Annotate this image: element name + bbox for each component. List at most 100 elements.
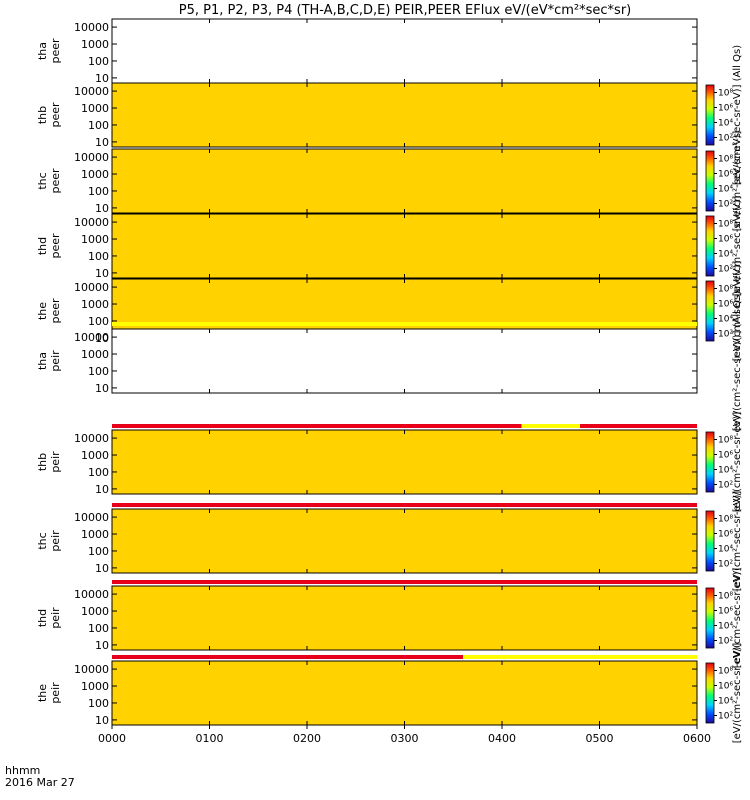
panel-label-instrument: peir <box>49 451 62 473</box>
panel-flux-fill <box>112 430 697 494</box>
panel-empty-fill <box>112 329 697 393</box>
y-tick-label: 1000 <box>81 168 109 181</box>
colorbar-label: [eV/(cm²-sec-sr-eV)] <box>732 261 743 362</box>
colorbar-label: [eV/(cm²-sec-sr-eV)] <box>732 131 743 232</box>
colorbar-label: [eV/(cm²-sec-sr-eV)] <box>732 412 743 513</box>
y-tick-label: 1000 <box>81 680 109 693</box>
panel-label-instrument: peer <box>49 298 62 324</box>
y-tick-label: 10000 <box>74 663 109 676</box>
panel-flux-fill <box>112 214 697 278</box>
time-axis: 0000 0100 0200 0300 0400 0500 0600 <box>98 725 711 745</box>
panel-label-probe: thc <box>36 172 49 189</box>
y-tick-label: 10000 <box>74 85 109 98</box>
colorbar-tick-label: 10² <box>718 481 733 491</box>
figure-title: P5, P1, P2, P3, P4 (TH-A,B,C,D,E) PEIR,P… <box>179 3 632 18</box>
colorbar-tick-label: 10⁸ <box>718 667 733 677</box>
colorbar-tick-label: 10⁴ <box>718 466 733 476</box>
y-tick-label: 10000 <box>74 331 109 344</box>
colorbar-tick-label: 10⁸ <box>718 155 733 165</box>
x-tick-label: 0500 <box>586 732 614 745</box>
y-tick-label: 10 <box>95 382 109 395</box>
quality-flag-bar <box>112 655 463 659</box>
panel-label-instrument: peer <box>49 38 62 64</box>
y-tick-label: 100 <box>88 697 109 710</box>
panel-label-instrument: peir <box>49 350 62 372</box>
colorbar-label: [eV/(cm²-sec-sr-eV)] <box>732 568 743 669</box>
x-tick-label: 0600 <box>683 732 711 745</box>
y-tick-label: 100 <box>88 250 109 263</box>
panel-flux-fill <box>112 586 697 650</box>
y-tick-label: 10 <box>95 136 109 149</box>
colorbar-tick-label: 10⁸ <box>718 436 733 446</box>
colorbar <box>705 150 715 212</box>
y-tick-label: 10 <box>95 483 109 496</box>
y-tick-label: 100 <box>88 185 109 198</box>
y-tick-label: 10 <box>95 72 109 85</box>
colorbar-label: [eV/(cm²-sec-sr-eV)] <box>732 643 743 744</box>
colorbar-label: [eV/(cm²-sec-sr-eV)] <box>732 196 743 297</box>
y-tick-label: 10 <box>95 202 109 215</box>
colorbar-label: [eV/(cm²-sec-sr-eV)] (All Qs) <box>732 45 743 185</box>
y-tick-label: 1000 <box>81 605 109 618</box>
colorbar-tick-label: 10² <box>718 560 733 570</box>
colorbar-tick-label: 10⁸ <box>718 220 733 230</box>
colorbar-tick-label: 10⁶ <box>718 682 733 692</box>
y-tick-label: 100 <box>88 545 109 558</box>
time-format-label: hhmm <box>5 764 40 777</box>
panel-label-instrument: peir <box>49 682 62 704</box>
panel-flux-fill <box>112 509 697 573</box>
quality-flag-bar <box>580 424 697 428</box>
colorbar-tick-label: 10² <box>718 637 733 647</box>
y-tick-label: 10000 <box>74 511 109 524</box>
quality-flag-bar <box>112 424 522 428</box>
colorbar <box>705 662 715 724</box>
colorbar-tick-label: 10⁶ <box>718 530 733 540</box>
colorbar-tick-label: 10² <box>718 134 733 144</box>
y-tick-label: 1000 <box>81 102 109 115</box>
colorbar-tick-label: 10⁴ <box>718 697 733 707</box>
colorbar-tick-label: 10⁶ <box>718 170 733 180</box>
colorbar-tick-label: 10⁶ <box>718 235 733 245</box>
quality-flag-bar <box>112 503 697 507</box>
panel-tha-peer: 10000 1000 100 10 tha peer <box>36 18 698 85</box>
y-tick-label: 1000 <box>81 449 109 462</box>
panel-label-instrument: peir <box>49 607 62 629</box>
y-tick-label: 100 <box>88 55 109 68</box>
colorbar-tick-label: 10² <box>718 330 733 340</box>
panel-label-probe: tha <box>36 42 49 60</box>
panel-thc-peir: 10000 1000 100 10 thc peir 10⁸ 10⁶ 10⁴ 10²[eV/(cm… <box>36 491 743 592</box>
panel-label-probe: the <box>36 302 49 320</box>
y-tick-label: 10 <box>95 267 109 280</box>
colorbar-tick-label: 10⁴ <box>718 315 733 325</box>
panel-tha-peir: 10000 1000 100 10 tha peir [eV/(cm²-sec-sr-eV)… <box>36 291 743 431</box>
y-tick-label: 1000 <box>81 233 109 246</box>
y-tick-label: 10 <box>95 332 109 345</box>
panel-label-instrument: peer <box>49 102 62 128</box>
colorbar-tick-label: 10² <box>718 265 733 275</box>
y-tick-label: 10 <box>95 562 109 575</box>
y-tick-label: 1000 <box>81 528 109 541</box>
colorbar-tick-label: 10⁸ <box>718 515 733 525</box>
y-tick-label: 1000 <box>81 38 109 51</box>
colorbar-tick-label: 10⁴ <box>718 250 733 260</box>
panel-label-instrument: peer <box>49 233 62 259</box>
y-tick-label: 100 <box>88 466 109 479</box>
y-tick-label: 100 <box>88 365 109 378</box>
colorbar-tick-label: 10⁴ <box>718 185 733 195</box>
colorbar-tick-label: 10⁸ <box>718 592 733 602</box>
x-tick-label: 0300 <box>391 732 419 745</box>
colorbar-tick-label: 10⁶ <box>718 451 733 461</box>
panel-label-probe: tha <box>36 352 49 370</box>
y-tick-label: 100 <box>88 119 109 132</box>
colorbar-tick-label: 10⁸ <box>718 89 733 99</box>
panel-thd-peir: 10000 1000 100 10 thd peir 10⁸ 10⁶ 10⁴ 10²[eV/(cm… <box>36 568 743 669</box>
panel-label-probe: thd <box>36 609 49 627</box>
colorbar-label: [eV/(cm²-sec-sr-eV)] <box>732 491 743 592</box>
y-tick-label: 10000 <box>74 216 109 229</box>
panel-flux-fill <box>112 83 697 147</box>
quality-flag-bar <box>112 580 697 584</box>
colorbar <box>705 510 715 572</box>
y-tick-label: 10000 <box>74 588 109 601</box>
panel-flux-fill <box>112 661 697 725</box>
